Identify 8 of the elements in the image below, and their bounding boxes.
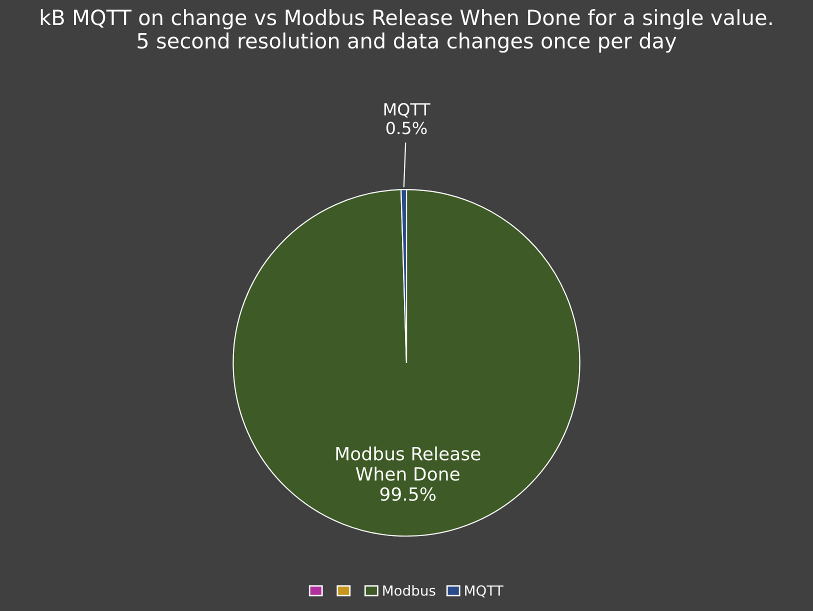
text: MQTT bbox=[384, 103, 430, 118]
chart-title: kB MQTT on change vs Modbus Release When Done for a single value. 5 second resolution and data changes once per day bbox=[40, 9, 772, 53]
legend-label: Modbus bbox=[383, 585, 436, 596]
data-label: 0.5% bbox=[386, 122, 427, 134]
data-label: 99.5% bbox=[380, 487, 436, 501]
legend-label: MQTT bbox=[465, 585, 504, 598]
pie-slice bbox=[232, 188, 580, 537]
text: Modbus Release When Done bbox=[336, 446, 480, 481]
